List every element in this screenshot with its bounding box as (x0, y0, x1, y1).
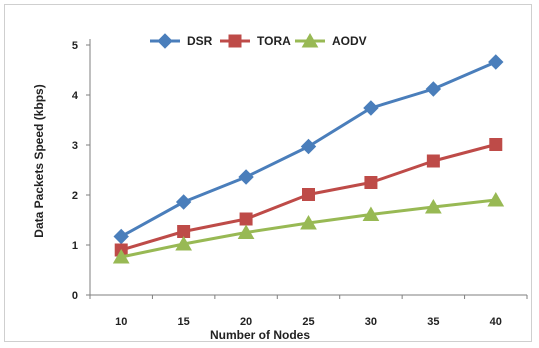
series-layer (112, 54, 505, 264)
x-tick-label: 15 (178, 316, 190, 328)
data-point-tora (239, 212, 253, 226)
data-point-aodv (112, 248, 130, 264)
y-tick-label: 5 (72, 40, 78, 52)
data-point-aodv (175, 235, 193, 251)
y-tick-label: 0 (72, 290, 78, 302)
data-point-aodv (362, 206, 380, 221)
y-tick-label: 3 (72, 140, 78, 152)
legend-label-aodv: AODV (332, 34, 367, 48)
data-point-dsr (238, 169, 254, 185)
series-aodv (112, 191, 505, 264)
data-point-tora (489, 138, 503, 151)
legend-label-tora: TORA (257, 34, 291, 48)
data-point-aodv (237, 224, 255, 239)
data-point-dsr (300, 138, 317, 155)
data-point-tora (426, 154, 440, 168)
x-tick-label: 20 (240, 316, 252, 328)
legend-marker-dsr (157, 33, 173, 49)
data-point-dsr (488, 54, 504, 70)
data-point-aodv (300, 214, 317, 230)
x-tick-label: 35 (427, 316, 439, 328)
data-point-dsr (425, 81, 442, 97)
data-point-dsr (363, 100, 379, 116)
data-point-tora (364, 176, 378, 189)
x-tick-label: 25 (302, 316, 314, 328)
legend-marker-aodv (301, 32, 319, 48)
series-tora (114, 138, 503, 257)
x-tick-label: 40 (490, 316, 502, 328)
data-point-tora (177, 225, 191, 238)
data-point-aodv (487, 191, 505, 207)
chart-frame: 0 1 2 3 4 5 10 15 20 25 30 35 40 DSR TORA AODV Data P… (4, 4, 532, 342)
x-tick-labels: 10 15 20 25 30 35 40 (89, 295, 528, 328)
y-tick-label: 1 (72, 240, 78, 252)
line-chart: 0 1 2 3 4 5 10 15 20 25 30 35 40 DSR TORA AODV Data P… (32, 32, 528, 342)
y-tick-label: 4 (72, 90, 79, 102)
legend-marker-tora (228, 34, 242, 48)
data-point-aodv (424, 198, 442, 214)
x-axis-title: Number of Nodes (210, 328, 310, 342)
y-tick-label: 2 (72, 190, 78, 202)
data-point-dsr (113, 228, 129, 245)
y-tick-labels: 0 1 2 3 4 5 (72, 40, 90, 302)
x-tick-label: 10 (115, 316, 127, 328)
axes (89, 39, 527, 296)
data-point-tora (302, 188, 315, 201)
series-dsr (113, 54, 504, 245)
x-tick-label: 30 (365, 316, 377, 328)
legend: DSR TORA AODV (150, 32, 367, 49)
data-point-dsr (175, 194, 192, 210)
y-axis-title: Data Packets Speed (kbps) (32, 84, 46, 237)
legend-label-dsr: DSR (187, 34, 213, 48)
